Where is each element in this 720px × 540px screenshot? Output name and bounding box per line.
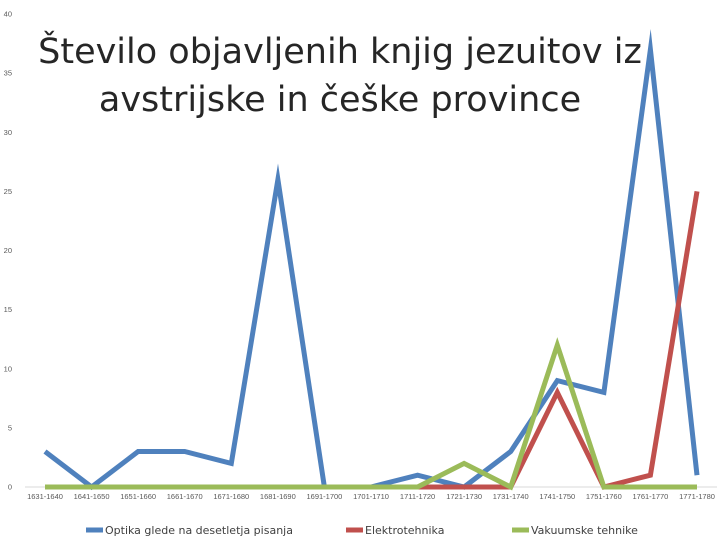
- x-tick-label: 1631-1640: [27, 492, 63, 501]
- series-line-3: [45, 337, 697, 491]
- series-layer: [43, 28, 700, 491]
- legend-label: Elektrotehnika: [365, 524, 444, 537]
- legend-item: Elektrotehnika: [346, 524, 444, 537]
- x-tick-label: 1761-1770: [632, 492, 668, 501]
- x-tick-label: 1711-1720: [400, 492, 435, 501]
- series-line-1: [43, 28, 700, 491]
- legend: Optika glede na desetletja pisanja Elektr…: [86, 524, 638, 537]
- y-tick-label: 10: [4, 364, 12, 373]
- x-tick-label: 1641-1650: [74, 492, 110, 501]
- y-tick-label: 35: [4, 69, 12, 78]
- x-tick-label: 1751-1760: [586, 492, 622, 501]
- legend-item: Vakuumske tehnike: [512, 524, 638, 537]
- x-tick-label: 1721-1730: [446, 492, 482, 501]
- y-tick-label: 20: [4, 246, 12, 255]
- y-tick-label: 5: [8, 423, 12, 432]
- y-tick-label: 15: [4, 305, 12, 314]
- x-tick-label: 1701-1710: [353, 492, 389, 501]
- series-line-2: [45, 190, 700, 490]
- y-tick-label: 0: [8, 483, 12, 492]
- legend-item: Optika glede na desetletja pisanja: [86, 524, 293, 537]
- x-tick-label: 1741-1750: [539, 492, 575, 501]
- y-tick-label: 25: [4, 187, 12, 196]
- x-tick-label: 1651-1660: [120, 492, 156, 501]
- y-tick-label: 30: [4, 128, 12, 137]
- legend-label: Vakuumske tehnike: [531, 524, 638, 537]
- y-axis: 0 5 10 15 20 25 30 35 40: [4, 10, 12, 492]
- x-tick-label: 1671-1680: [213, 492, 249, 501]
- x-tick-label: 1691-1700: [306, 492, 342, 501]
- x-tick-label: 1681-1690: [260, 492, 296, 501]
- x-tick-label: 1661-1670: [167, 492, 203, 501]
- y-tick-label: 40: [4, 10, 12, 19]
- x-tick-label: 1771-1780: [679, 492, 715, 501]
- x-tick-label: 1731-1740: [493, 492, 529, 501]
- legend-label: Optika glede na desetletja pisanja: [105, 524, 293, 537]
